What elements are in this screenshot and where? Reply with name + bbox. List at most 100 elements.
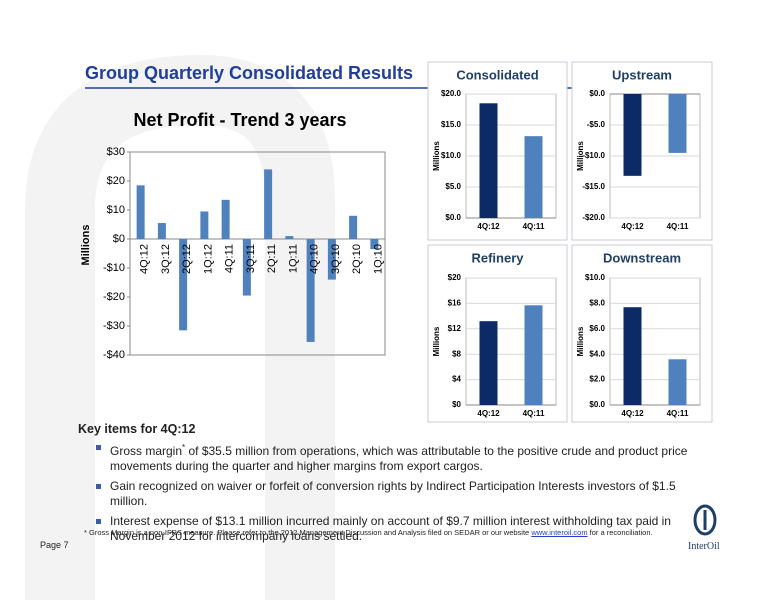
bar: [623, 307, 642, 405]
bar: [136, 185, 145, 239]
watermark: [24, 54, 335, 600]
x-tick-label: 4Q:12: [477, 409, 500, 418]
y-tick-label: -$10: [103, 262, 125, 274]
y-tick-label: $12: [448, 324, 462, 333]
bullet-list: Gross margin* of $35.5 million from oper…: [78, 440, 688, 544]
x-tick-label: 3Q:11: [245, 244, 257, 273]
bullet: Gain recognized on waiver or forfeit of …: [96, 479, 688, 509]
x-tick-label: 1Q:11: [287, 244, 299, 273]
y-tick-label: $0.0: [445, 213, 461, 222]
x-tick-label: 3Q:12: [160, 244, 172, 274]
bar: [479, 103, 498, 218]
bar: [623, 94, 642, 176]
y-tick-label: -$40: [103, 349, 125, 361]
chart-title: Consolidated: [456, 67, 538, 82]
y-tick-label: $20: [448, 273, 462, 282]
x-tick-label: 4Q:11: [667, 222, 689, 231]
y-tick-label: $8: [452, 349, 461, 358]
footnote-text: * Gross Margin is a non-IFRS measure. Pl…: [84, 528, 532, 537]
x-tick-label: 4Q:10: [309, 244, 321, 274]
x-tick-label: 4Q:12: [621, 222, 644, 231]
panel: [571, 244, 713, 423]
x-tick-label: 4Q:11: [523, 222, 545, 231]
bar: [524, 305, 543, 405]
bar: [179, 239, 188, 331]
y-tick-label: $6.0: [589, 324, 605, 333]
y-tick-label: $15.0: [441, 120, 462, 129]
x-tick-label: 1Q:12: [202, 244, 214, 274]
bullet-text: *: [182, 443, 186, 452]
bar: [157, 223, 166, 239]
bar: [285, 236, 294, 239]
x-tick-label: 4Q:11: [667, 409, 689, 418]
plot-area: [129, 151, 386, 356]
y-axis-label: Millions: [576, 141, 585, 171]
y-tick-label: $2.0: [589, 375, 605, 384]
y-tick-label: $8.0: [589, 299, 605, 308]
y-tick-label: $10.0: [441, 151, 462, 160]
x-tick-label: 2Q:10: [351, 244, 363, 274]
chart-title: Upstream: [612, 67, 672, 82]
x-tick-label: 2Q:11: [266, 244, 278, 273]
bullet-text: Gross margin: [110, 444, 183, 458]
x-tick-label: 4Q:12: [621, 409, 644, 418]
bar: [306, 239, 315, 342]
x-tick-label: 4Q:11: [224, 244, 236, 273]
y-tick-label: $4: [452, 375, 461, 384]
y-tick-label: -$30: [103, 320, 125, 332]
bar: [668, 94, 687, 153]
bar: [221, 199, 230, 239]
bar: [200, 211, 209, 239]
y-tick-label: -$20: [103, 291, 125, 303]
bar: [327, 239, 336, 280]
chart-title: Downstream: [603, 250, 681, 265]
footnote-link[interactable]: www.interoil.com: [531, 528, 588, 537]
y-tick-label: $16: [448, 299, 462, 308]
bar: [349, 215, 358, 239]
y-tick-label: $0: [452, 400, 461, 409]
y-tick-label: $5.0: [445, 182, 461, 191]
y-tick-label: -$5.0: [587, 120, 606, 129]
page-number: Page 7: [40, 540, 69, 550]
key-items: Key items for 4Q:12 Gross margin* of $35…: [78, 422, 688, 549]
footnote: * Gross Margin is a non-IFRS measure. Pl…: [84, 528, 653, 537]
y-tick-label: -$15.0: [582, 182, 605, 191]
x-tick-label: 2Q:12: [181, 244, 193, 274]
bullet: Interest expense of $13.1 million incurr…: [96, 514, 688, 544]
bullet-text: Gain recognized on waiver or forfeit of …: [110, 479, 676, 508]
bar: [668, 359, 687, 405]
slide-title: Group Quarterly Consolidated Results: [85, 63, 414, 83]
bullet-text: Interest expense of $13.1 million incurr…: [110, 514, 671, 543]
x-tick-label: 4Q:12: [139, 244, 151, 274]
x-tick-label: 1Q:10: [372, 244, 384, 274]
y-axis-label: Millions: [80, 225, 92, 266]
y-tick-label: $20.0: [441, 89, 462, 98]
y-tick-label: $10.0: [585, 273, 606, 282]
panel: [571, 61, 713, 241]
bar: [479, 321, 498, 405]
y-tick-label: $30: [107, 146, 125, 158]
y-tick-label: $20: [107, 175, 125, 187]
x-tick-label: 4Q:12: [477, 222, 500, 231]
y-tick-label: $10: [107, 204, 125, 216]
bar: [242, 239, 251, 296]
x-tick-label: 3Q:10: [330, 244, 342, 274]
chart-title: Refinery: [471, 250, 524, 265]
y-tick-label: $0.0: [589, 400, 605, 409]
x-tick-label: 4Q:11: [523, 409, 545, 418]
y-axis-label: Millions: [576, 326, 585, 356]
bar: [370, 239, 379, 250]
footnote-text: for a reconciliation.: [587, 528, 653, 537]
bar: [264, 169, 273, 239]
chart-title: Net Profit - Trend 3 years: [133, 110, 346, 130]
y-tick-label: -$20.0: [582, 213, 605, 222]
key-heading: Key items for 4Q:12: [78, 422, 196, 436]
bullet: Gross margin* of $35.5 million from oper…: [96, 440, 688, 474]
y-tick-label: -$10.0: [582, 151, 605, 160]
logo-mark: [693, 504, 717, 536]
logo-text: InterOil: [688, 541, 720, 552]
y-tick-label: $0.0: [589, 89, 605, 98]
bar: [524, 136, 543, 218]
